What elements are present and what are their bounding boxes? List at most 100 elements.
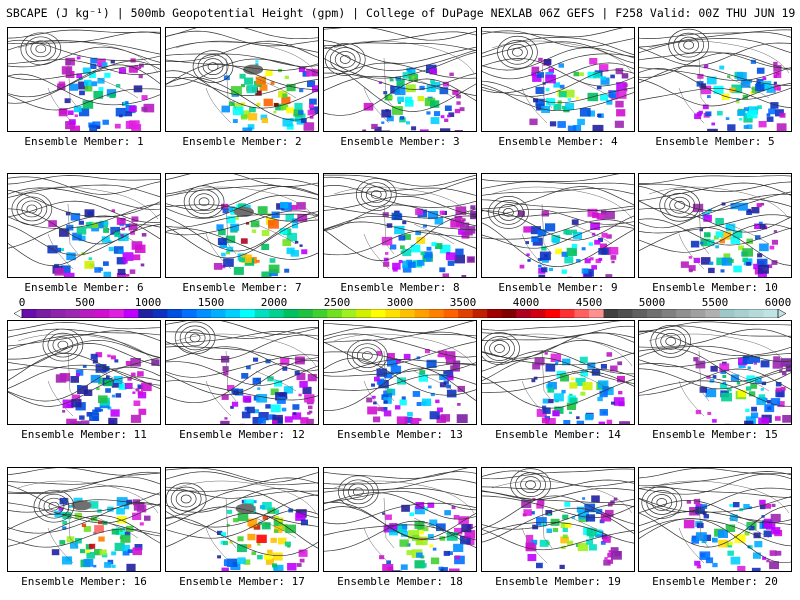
cape-cell [267, 549, 273, 555]
height-contour-line [324, 215, 476, 261]
cape-cell [70, 213, 81, 221]
cape-cell [558, 91, 567, 98]
height-contour-line [639, 175, 791, 184]
map-canvas [324, 28, 476, 131]
cape-cell [91, 222, 99, 229]
cape-cell [286, 107, 294, 114]
height-contour-line [639, 208, 791, 233]
height-contour-line [8, 64, 160, 104]
height-contour-line [639, 52, 791, 78]
height-contours [166, 468, 318, 557]
height-contour-line [166, 76, 318, 96]
cape-cell [243, 559, 251, 565]
map-borders [491, 333, 633, 417]
cape-cell [773, 61, 778, 66]
cape-cell [532, 74, 542, 82]
height-contour-ring [42, 328, 84, 362]
cape-cell [232, 119, 238, 123]
cape-cell [120, 534, 131, 543]
height-contour-line [324, 321, 475, 333]
cape-cell [734, 534, 746, 543]
cape-cell [108, 417, 118, 424]
height-contour-line [639, 51, 791, 69]
cape-cell [742, 257, 748, 263]
colorbar-swatch [719, 309, 735, 318]
height-contour-line [8, 184, 160, 198]
cape-cell [552, 528, 559, 533]
cape-cell [777, 401, 785, 407]
cape-cell [699, 228, 703, 232]
cape-cell [695, 532, 707, 541]
cape-cell [545, 418, 556, 424]
map-canvas [639, 468, 791, 571]
cape-cell [421, 398, 432, 406]
cape-cell [548, 68, 555, 73]
cape-cell [562, 527, 568, 532]
height-contour-line [324, 363, 476, 377]
colorbar-swatch [341, 309, 357, 318]
height-contour-ring [512, 47, 523, 57]
height-contour-line [324, 185, 476, 208]
cape-cell [607, 559, 613, 564]
cape-cell [269, 258, 276, 263]
cape-cell [748, 545, 753, 549]
cape-cell [427, 534, 434, 539]
height-contour-line [639, 345, 791, 362]
cape-cell [430, 117, 440, 125]
cape-cell [565, 522, 572, 528]
cape-cell [255, 60, 259, 63]
cape-cell [84, 209, 95, 218]
cape-cell [88, 501, 99, 509]
cape-cell [435, 399, 440, 404]
map-canvas [482, 468, 634, 569]
cape-cell [779, 113, 786, 118]
colorbar-tick-label: 0 [18, 296, 26, 309]
cape-cell [241, 411, 251, 419]
cape-cell [388, 95, 393, 100]
height-contour-line [166, 63, 318, 90]
cape-cell [268, 414, 276, 420]
cape-cell [458, 228, 466, 235]
cape-cell [530, 511, 535, 515]
cape-cell [286, 232, 297, 242]
cape-cell [281, 407, 287, 412]
cape-cell [730, 203, 739, 210]
height-contour-line [324, 75, 476, 97]
cape-cell [93, 564, 97, 568]
cape-cell [527, 554, 537, 562]
cape-cell [77, 385, 88, 394]
ensemble-member-label: Ensemble Member: 9 [498, 281, 618, 294]
cape-cell [743, 258, 753, 266]
cape-cell [544, 59, 552, 65]
cape-cell [105, 388, 111, 393]
cape-cell [259, 505, 265, 509]
height-contours [482, 28, 634, 112]
height-contour-ring [197, 54, 229, 79]
height-contour-line [324, 487, 476, 499]
cape-cell [443, 550, 450, 556]
cape-cell [701, 257, 711, 265]
cape-cell [240, 110, 251, 119]
height-contour-line [8, 224, 160, 266]
cape-cell [531, 539, 538, 545]
height-contour-line [324, 176, 476, 196]
cape-cell [725, 524, 736, 532]
cape-cell [66, 252, 76, 261]
cape-cell [567, 540, 574, 546]
cape-cell [738, 362, 746, 369]
height-contour-ring [520, 476, 541, 494]
height-contour-line [482, 521, 634, 544]
cape-cell [722, 374, 727, 378]
cape-cell [397, 377, 406, 385]
cape-cell [754, 223, 762, 230]
cape-cell [529, 118, 538, 126]
cape-cell [384, 371, 393, 379]
cape-cell [697, 73, 704, 79]
colorbar-swatch [167, 309, 183, 318]
height-contour-line [639, 486, 791, 498]
cape-cell [284, 268, 290, 273]
ensemble-member-map [7, 467, 161, 572]
cape-cell [436, 523, 446, 532]
cape-cell [444, 118, 449, 122]
cape-cell [251, 551, 257, 555]
